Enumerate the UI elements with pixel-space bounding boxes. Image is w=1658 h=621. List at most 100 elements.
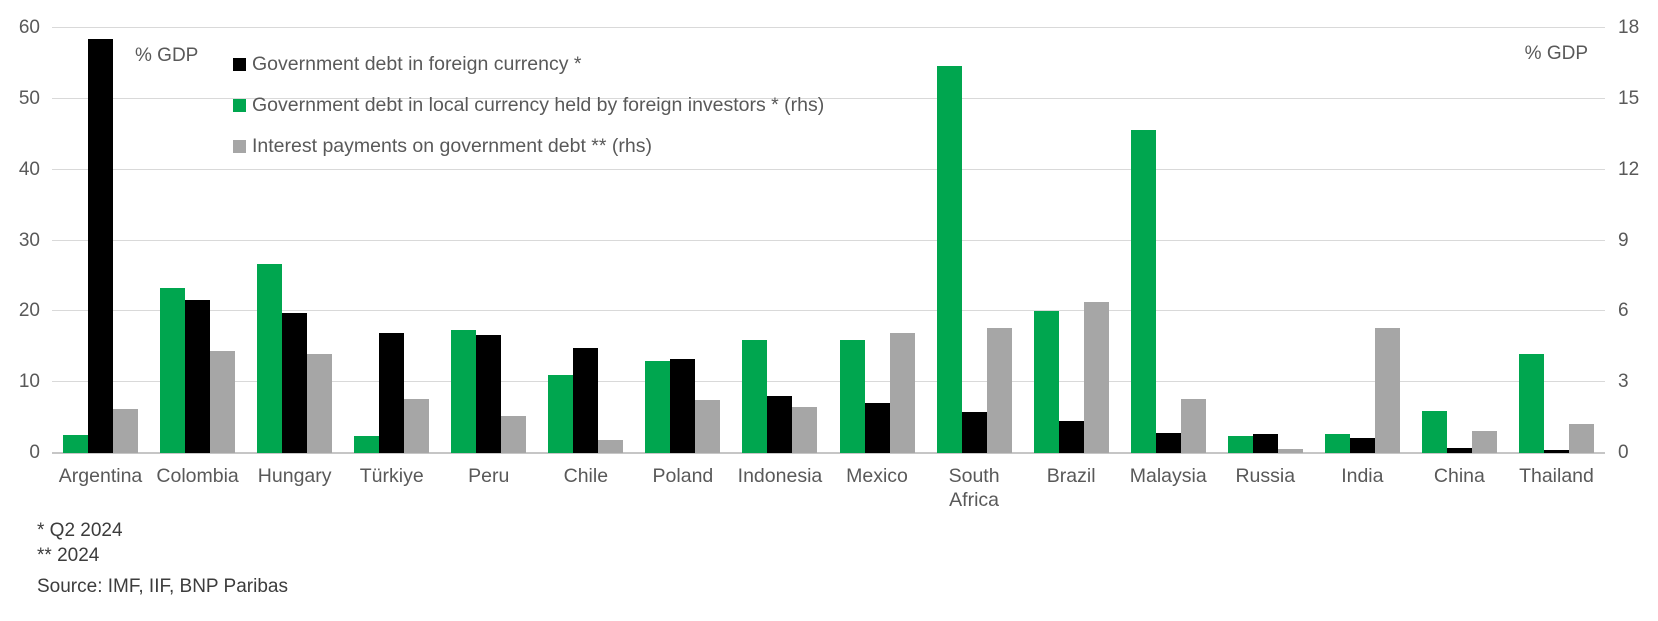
bar <box>1130 129 1156 453</box>
bar <box>670 358 696 453</box>
bar <box>742 339 768 453</box>
bar <box>404 398 430 453</box>
bar <box>839 339 865 453</box>
bar <box>210 351 236 453</box>
bar <box>1227 436 1253 453</box>
gridline <box>52 27 1605 28</box>
legend-label: Interest payments on government debt ** … <box>252 135 652 157</box>
bar <box>1033 311 1059 453</box>
category-label: Türkiye <box>359 465 424 487</box>
bar <box>573 348 599 453</box>
footnote-1: * Q2 2024 <box>37 520 123 541</box>
bar-group <box>634 28 731 453</box>
bar <box>986 327 1012 453</box>
bar <box>160 287 186 453</box>
right-axis-ticks: 18 15 12 9 6 3 0 <box>1618 17 1658 463</box>
right-axis-tick-label: 3 <box>1618 371 1629 393</box>
bar-group <box>1023 28 1120 453</box>
bar <box>63 435 89 453</box>
legend-item: Interest payments on government debt ** … <box>233 126 824 167</box>
category-label: Thailand <box>1519 465 1594 487</box>
gridline <box>52 381 1605 383</box>
bar-group <box>829 28 926 453</box>
bar <box>1568 423 1594 453</box>
left-axis-tick-label: 60 <box>18 17 40 38</box>
bar <box>961 411 987 453</box>
left-axis-tick-label: 50 <box>18 87 40 109</box>
right-axis-tick-label: 18 <box>1618 17 1640 38</box>
bar <box>1252 433 1278 453</box>
bar <box>1446 448 1472 453</box>
bar-group <box>537 28 634 453</box>
bar <box>1180 398 1206 453</box>
gridline <box>52 239 1605 241</box>
bar <box>1083 301 1109 453</box>
legend-label: Government debt in local currency held b… <box>252 94 825 116</box>
bar-group <box>926 28 1023 453</box>
bar-group <box>1411 28 1508 453</box>
bar-group <box>440 28 537 453</box>
category-label: Russia <box>1235 465 1296 487</box>
bar <box>1277 449 1303 453</box>
left-axis-ticks: 60 50 40 30 20 10 0 <box>0 17 40 463</box>
bar <box>1421 410 1447 453</box>
legend-label: Government debt in foreign currency * <box>252 53 582 75</box>
right-axis-tick-label: 6 <box>1618 300 1629 322</box>
bar <box>1518 353 1544 453</box>
bar <box>1543 450 1569 453</box>
bar <box>88 38 114 453</box>
bar <box>185 300 211 453</box>
left-axis-tick-label: 0 <box>29 442 40 463</box>
bar-groups <box>52 28 1605 453</box>
bar <box>767 396 793 453</box>
bar <box>476 334 502 453</box>
right-axis-tick-label: 12 <box>1618 158 1640 180</box>
category-label: Peru <box>468 465 510 487</box>
bar <box>113 409 139 453</box>
bar <box>257 264 283 453</box>
bar <box>1058 421 1084 453</box>
legend-swatch-icon <box>233 58 246 71</box>
category-labels: Argentina Colombia Hungary Türkiye Peru Chile… <box>52 464 1605 512</box>
bar <box>645 360 671 453</box>
legend: Government debt in foreign currency * Gov… <box>233 44 824 167</box>
bar <box>1374 327 1400 453</box>
bar <box>354 436 380 453</box>
bar <box>282 313 308 453</box>
right-axis-tick-label: 0 <box>1618 442 1629 463</box>
bar <box>1155 433 1181 453</box>
right-axis-tick-label: 15 <box>1618 87 1640 109</box>
bar-group <box>343 28 440 453</box>
category-label: Chile <box>563 465 609 487</box>
bar-group <box>149 28 246 453</box>
legend-item: Government debt in foreign currency * <box>233 44 824 85</box>
legend-swatch-icon <box>233 99 246 112</box>
source-note: Source: IMF, IIF, BNP Paribas <box>37 576 288 597</box>
bar <box>501 416 527 453</box>
bar <box>792 406 818 453</box>
bar <box>936 65 962 453</box>
category-label: India <box>1341 465 1384 487</box>
bar-group <box>1508 28 1605 453</box>
left-axis-tick-label: 20 <box>18 300 40 322</box>
legend-item: Government debt in local currency held b… <box>233 85 824 126</box>
bar <box>1349 438 1375 453</box>
bar <box>307 353 333 453</box>
bar <box>379 332 405 453</box>
right-axis-unit-label: % GDP <box>1524 43 1588 64</box>
bar <box>451 330 477 453</box>
category-label: Hungary <box>257 465 332 487</box>
bar <box>1471 430 1497 453</box>
bar-group <box>52 28 149 453</box>
bar <box>1324 434 1350 453</box>
category-label: Brazil <box>1046 465 1096 487</box>
right-axis-tick-label: 9 <box>1618 229 1629 251</box>
bar <box>695 399 721 453</box>
footnote-2: ** 2024 <box>37 545 100 566</box>
bar-group <box>1314 28 1411 453</box>
bar <box>889 332 915 453</box>
category-label: Malaysia <box>1129 465 1207 487</box>
bar-group <box>1217 28 1314 453</box>
category-label: Mexico <box>846 465 908 487</box>
